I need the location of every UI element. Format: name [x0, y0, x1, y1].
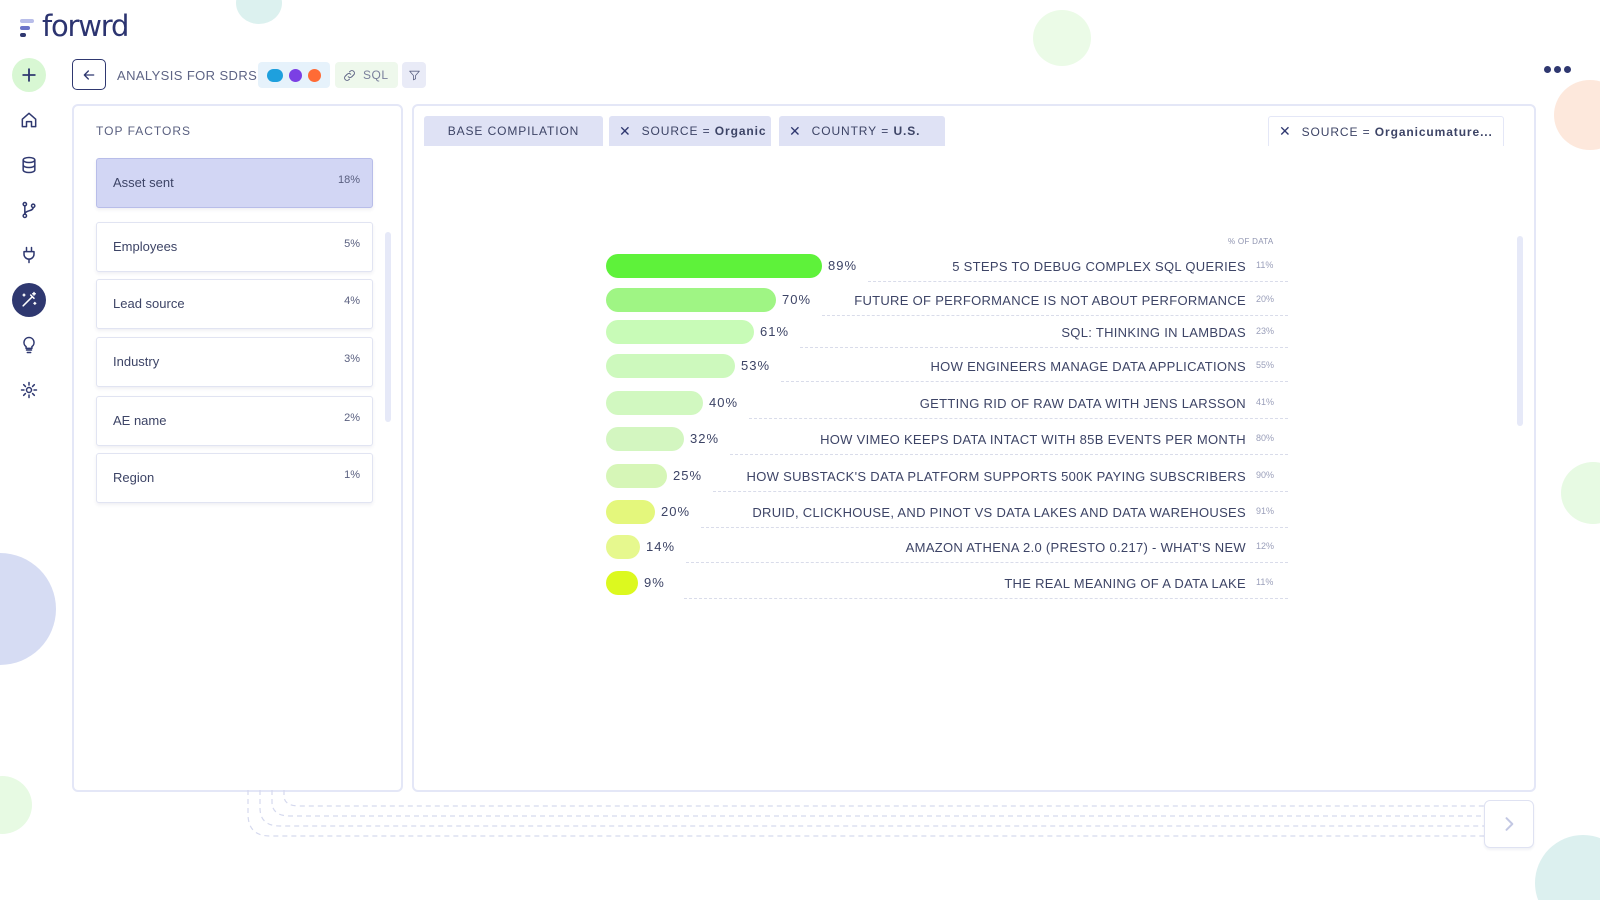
- tab-filter-value: Organic: [714, 124, 767, 138]
- database-icon: [22, 156, 36, 174]
- chevron-right-icon: [1505, 817, 1514, 831]
- analysis-panel: BASE COMPILATION ✕ SOURCE = Organic ✕ CO…: [412, 104, 1536, 792]
- factor-item[interactable]: Industry 3%: [96, 337, 373, 387]
- chart-scrollbar[interactable]: [1517, 236, 1523, 426]
- nav-integrations[interactable]: [12, 238, 46, 272]
- factor-item[interactable]: Employees 5%: [96, 222, 373, 272]
- more-options-button[interactable]: [1544, 66, 1571, 73]
- next-button[interactable]: [1484, 800, 1534, 848]
- factor-pct: 2%: [344, 412, 360, 424]
- link-icon: [344, 69, 355, 81]
- tab-filter-value: U.S.: [893, 124, 921, 138]
- factor-name: Industry: [113, 354, 160, 369]
- logo-mark-icon: [20, 15, 36, 37]
- factor-pct: 3%: [344, 353, 360, 365]
- tab-filter-op: =: [881, 124, 890, 138]
- decor-lines: [247, 790, 1486, 837]
- close-icon[interactable]: ✕: [789, 122, 802, 139]
- tab-filter-key: SOURCE: [1301, 124, 1359, 139]
- brand-logo[interactable]: forwrd: [20, 6, 129, 46]
- close-icon[interactable]: ✕: [619, 122, 632, 139]
- nav-flows[interactable]: [12, 193, 46, 227]
- factor-item[interactable]: AE name 2%: [96, 396, 373, 446]
- decor-circle: [0, 776, 32, 834]
- tab-filter-op: =: [1362, 124, 1371, 139]
- factor-name: Employees: [113, 239, 178, 254]
- factor-pct: 1%: [344, 469, 360, 481]
- filter-icon: [408, 70, 420, 80]
- factors-scrollbar[interactable]: [385, 232, 391, 422]
- nav-settings[interactable]: [12, 373, 46, 407]
- sql-chip[interactable]: SQL: [335, 62, 398, 88]
- decor-circle: [1033, 10, 1091, 66]
- factor-pct: 4%: [344, 295, 360, 307]
- tab-filter-key: SOURCE: [641, 124, 699, 138]
- nav-data[interactable]: [12, 148, 46, 182]
- add-button[interactable]: [12, 58, 46, 92]
- factor-name: Lead source: [113, 296, 185, 311]
- tab-label: BASE COMPILATION: [447, 124, 580, 138]
- nav-insights[interactable]: [12, 328, 46, 362]
- factor-pct: 18%: [337, 174, 360, 186]
- hubspot-icon: [308, 68, 321, 82]
- home-icon: [21, 112, 37, 128]
- arrow-left-icon: [83, 69, 95, 80]
- tab-filter-value: Organicumature...: [1374, 124, 1493, 139]
- tab-filter-op: =: [702, 124, 711, 138]
- git-branch-icon: [22, 201, 36, 219]
- factor-item[interactable]: Lead source 4%: [96, 279, 373, 329]
- nav-analysis[interactable]: [12, 283, 46, 317]
- decor-circle: [1561, 462, 1600, 524]
- factor-pct: 5%: [344, 238, 360, 250]
- dot-icon: [1544, 66, 1551, 73]
- lightbulb-icon: [23, 336, 35, 354]
- back-button[interactable]: [72, 59, 106, 90]
- filter-button[interactable]: [402, 62, 426, 88]
- settings-icon: [20, 381, 38, 399]
- decor-circle: [1535, 835, 1600, 900]
- magic-wand-icon: [22, 291, 37, 307]
- factor-item[interactable]: Asset sent 18%: [96, 158, 373, 208]
- plug-icon: [23, 246, 35, 264]
- factor-name: Region: [113, 470, 155, 485]
- logo-text: forwrd: [42, 9, 129, 43]
- tab-filter-country[interactable]: ✕ COUNTRY = U.S.: [779, 116, 945, 146]
- sql-chip-label: SQL: [363, 68, 389, 82]
- top-factors-heading: TOP FACTORS: [96, 124, 192, 138]
- integrations-chip[interactable]: [258, 62, 330, 88]
- close-icon[interactable]: ✕: [1279, 123, 1292, 139]
- tab-filter-source-extra[interactable]: ✕ SOURCE = Organicumature...: [1268, 116, 1504, 146]
- factor-name: AE name: [113, 413, 167, 428]
- factor-item[interactable]: Region 1%: [96, 453, 373, 503]
- dot-icon: [1564, 66, 1571, 73]
- tab-filter-key: COUNTRY: [811, 124, 878, 138]
- tab-filter-source[interactable]: ✕ SOURCE = Organic: [609, 116, 771, 146]
- factor-name: Asset sent: [113, 175, 174, 190]
- tab-base-compilation[interactable]: BASE COMPILATION: [424, 116, 603, 146]
- decor-circle: [0, 553, 56, 665]
- decor-circle: [236, 0, 282, 24]
- plus-icon: [22, 68, 36, 82]
- top-factors-panel: TOP FACTORS Asset sent 18% Employees 5% Lead…: [72, 104, 403, 792]
- page-title: ANALYSIS FOR SDRS: [117, 68, 258, 83]
- dot-icon: [1554, 66, 1561, 73]
- salesforce-icon: [267, 68, 283, 82]
- nav-home[interactable]: [12, 103, 46, 137]
- shield-icon: [289, 68, 302, 82]
- decor-circle: [1554, 80, 1600, 150]
